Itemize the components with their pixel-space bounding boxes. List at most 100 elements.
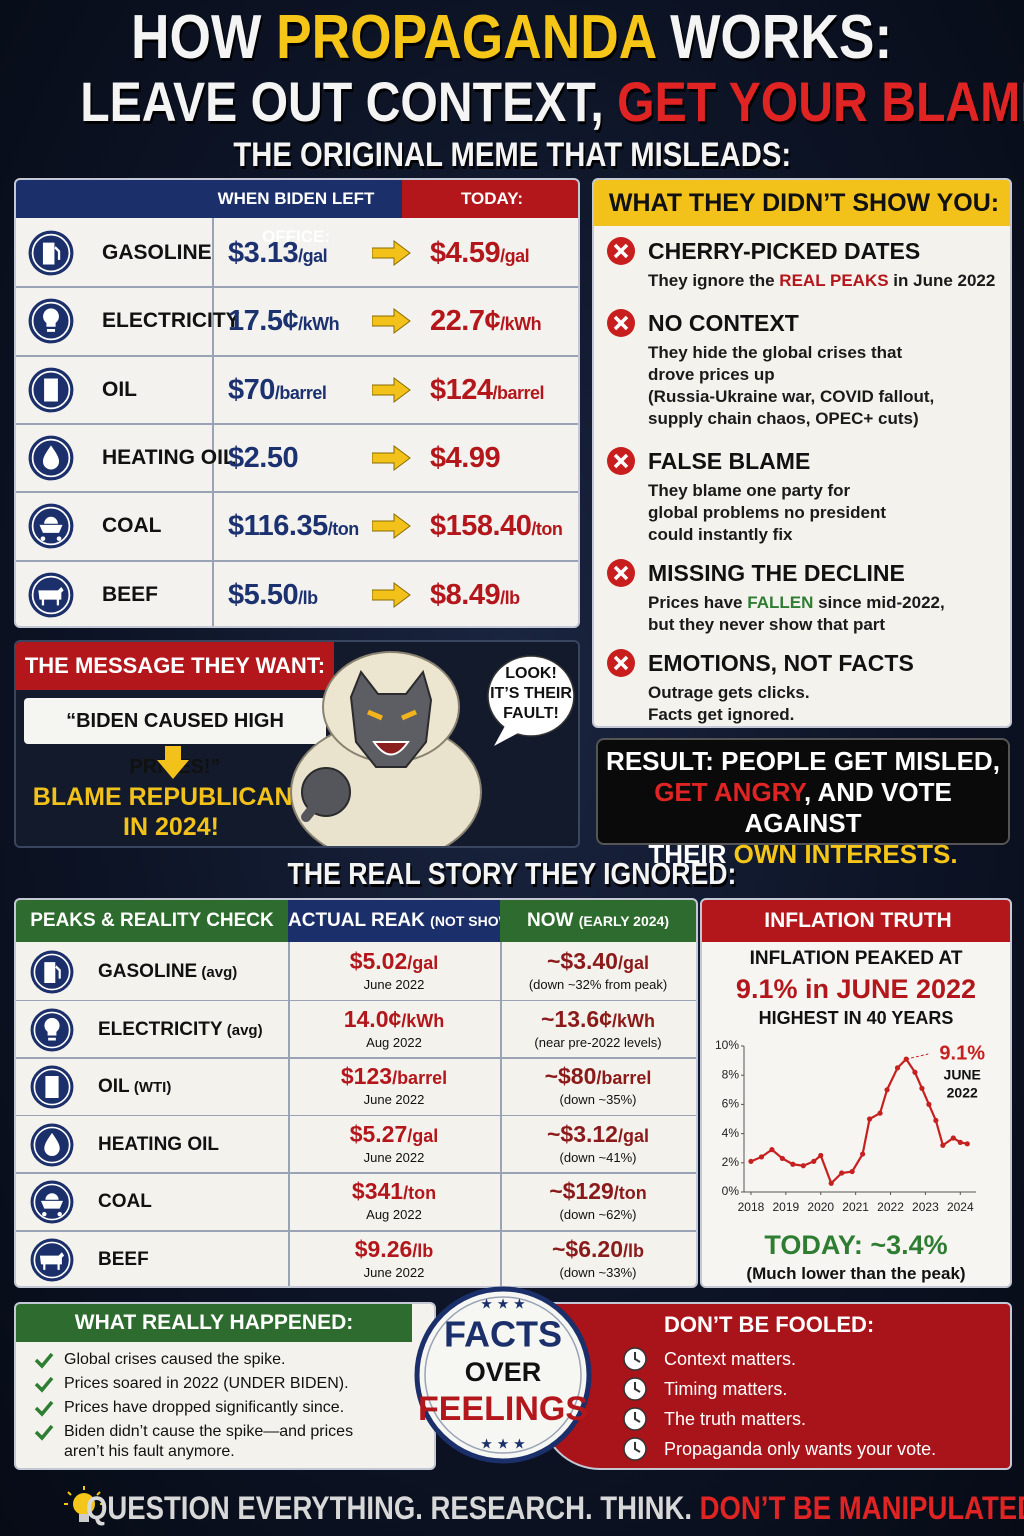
value-line: ~$6.20/lb [500,1234,696,1268]
value-unit: /gal [407,1125,439,1146]
point [769,1147,775,1153]
annotation-connector [906,1053,929,1060]
value-unit: /kWh [401,1010,445,1031]
row-icon [30,1123,74,1167]
item-text: They ignore the [648,271,780,290]
price-unit: /barrel [492,382,545,403]
bulb-rays [64,1486,104,1505]
price-cell: $8.49/lb [430,562,520,627]
value-line: ~$80/barrel [500,1061,696,1095]
value-unit: /ton [403,1183,437,1204]
price-value: $124 [430,373,493,406]
row-icon [28,503,74,549]
icon-glyph [634,1382,641,1393]
value-line: $5.27/gal [288,1119,500,1153]
badge-ring [424,1296,582,1454]
price-value: $8.49 [430,578,501,611]
price-value: 22.7¢ [430,305,501,338]
speech-bubble [487,655,575,746]
inflation-panel: INFLATION TRUTH INFLATION PEAKED AT 9.1%… [700,898,1012,1288]
price-unit: /ton [531,519,563,540]
x-icon [607,237,635,265]
fooled-item: Context matters. [664,1349,797,1369]
row-icon [28,298,74,344]
point [884,1087,890,1093]
title-wrap: LEAVE OUT CONTEXT, GET YOUR BLAME. [80,70,1024,134]
inflation-peaked: INFLATION PEAKED AT [749,948,963,969]
icon-glyph [45,1076,59,1099]
bulb [73,1493,95,1515]
price-cell: $2.50 [228,425,299,491]
happened-item: Global crises caused the spike. [64,1351,286,1368]
value-unit: /kWh [612,1010,655,1031]
message-quote: “BIDEN CAUSED HIGH PRICES!” [24,698,326,778]
header-text: NOW [527,910,579,931]
value-sub: Aug 2022 [366,1034,422,1050]
price-cell: $4.99 [430,425,501,491]
value: ~$129 [549,1178,614,1205]
price-unit: /kWh [500,314,542,335]
price-unit: /gal [298,246,328,266]
point [957,1139,963,1145]
value-sub: June 2022 [363,1265,425,1280]
icon-ring [31,370,71,409]
row-divider [16,559,578,562]
row-divider [16,422,578,425]
icon-glyph [42,242,61,265]
point [839,1170,845,1176]
value-sub: June 2022 [363,1149,425,1165]
item-line: They hide the global crises that [648,342,902,364]
value-sub: (near pre-2022 levels) [534,1034,662,1050]
item-line: supply chain chaos, OPEC+ cuts) [648,408,919,430]
didnt-show-panel: WHAT THEY DIDN’T SHOW YOU: CHERRY-PICKED… [592,178,1012,728]
x-cross [613,243,629,259]
icon-glyph [42,445,60,470]
icon-ring [33,1011,71,1049]
section-title: THE REAL STORY THEY IGNORED: [0,854,1024,894]
value-line: ~$3.12/gal [500,1119,696,1153]
point [940,1142,946,1148]
row-icon [28,435,74,481]
row-icon [30,1238,74,1282]
item-heading: CHERRY-PICKED DATES [648,238,921,264]
reality-table: PEAKS & REALITY CHECK ACTUAL REAK (NOT SH… [14,898,698,1288]
price-cell: $116.35/ton [228,493,359,559]
inflation-highest: HIGHEST IN 40 YEARS [758,1008,954,1028]
item-text: could instantly fix [648,525,793,544]
inflation-chart: 0% 2% 4% 6% 8% 10% 2018 2019 2020 2021 2022 2023 202… [715,1038,985,1214]
icon-ring [31,438,71,478]
value-line: $9.26/lb [288,1234,500,1268]
icon-ring [33,1241,71,1279]
price-value: $4.59 [430,237,501,269]
footer-text: QUESTION EVERYTHING. RESEARCH. THINK. [86,1490,700,1526]
item-line: (Russia-Ukraine war, COVID fallout, [648,386,934,408]
result-line: THEIR OWN INTERESTS. [598,839,1008,870]
item-icon [623,1437,647,1461]
badge-text: OVER [465,1357,542,1387]
item-line: drove prices up [648,364,775,386]
price-cell: 17.5¢/kWh [228,288,340,354]
row-label: BEEF [98,1232,149,1286]
bubble-line: FAULT! [503,705,559,722]
icon-ring [31,302,71,341]
icon-ring [31,506,71,546]
price-value: $5.50 [228,578,299,611]
badge: ★ ★ ★ ★ ★ ★ FACTS OVER FEELINGS [414,1286,592,1464]
check-icon [34,1400,54,1417]
item-heading: NO CONTEXT [648,310,799,336]
header-text: TODAY: [460,189,524,208]
arrow [372,376,411,403]
arrow-shape [372,444,411,471]
x-cross [613,655,629,671]
header-cell [16,180,402,218]
item-text: since mid-2022, [813,593,945,612]
down-arrow [157,746,189,779]
row-name: ELECTRICITY [98,1018,223,1040]
row-name: COAL [98,1191,152,1213]
x-cross [613,315,629,331]
bubble-line: IT’S THEIR [490,685,572,702]
row-label: BEEF [102,582,159,606]
arrow-shape [372,308,411,335]
arrow [372,444,411,471]
